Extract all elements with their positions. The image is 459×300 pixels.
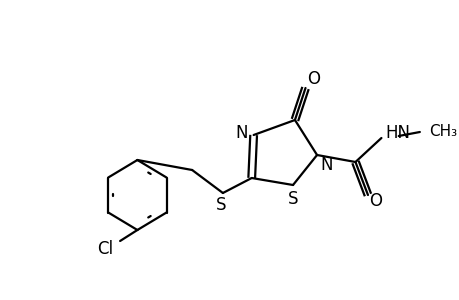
- Text: HN: HN: [385, 124, 409, 142]
- Text: N: N: [320, 156, 332, 174]
- Text: O: O: [369, 192, 381, 210]
- Text: Cl: Cl: [97, 240, 113, 258]
- Text: S: S: [215, 196, 226, 214]
- Text: S: S: [287, 190, 297, 208]
- Text: CH₃: CH₃: [429, 124, 457, 140]
- Text: N: N: [235, 124, 248, 142]
- Text: O: O: [306, 70, 319, 88]
